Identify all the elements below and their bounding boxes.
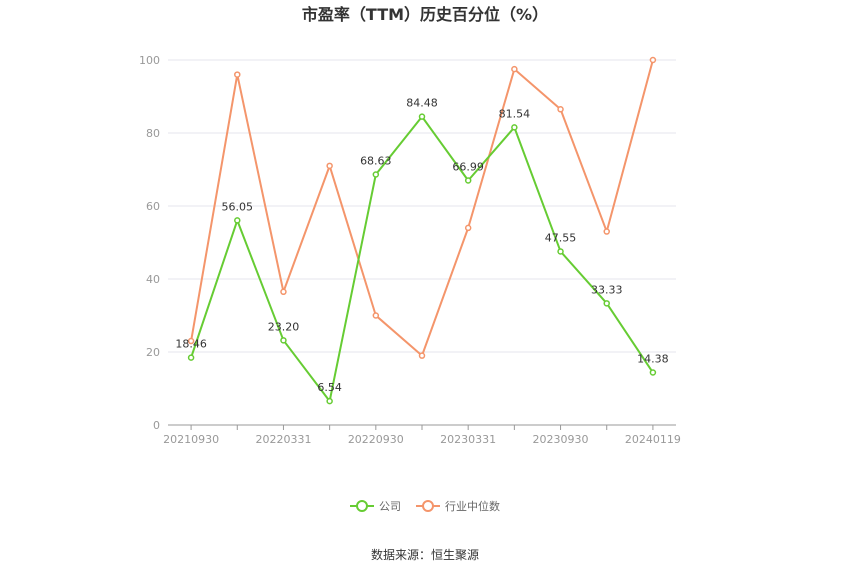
- chart-title: 市盈率（TTM）历史百分位（%）: [302, 5, 548, 24]
- y-tick-label: 60: [146, 200, 160, 213]
- series-layer: [187, 56, 657, 405]
- legend-label: 公司: [379, 500, 401, 513]
- x-tick-label: 20220331: [255, 433, 311, 446]
- data-label: 68.63: [360, 155, 392, 168]
- y-axis: 0 20 40 60 80 100: [139, 54, 160, 432]
- data-point-company: [603, 300, 610, 307]
- x-axis: 20210930 20220331 20220930 20230331 20230930…: [163, 424, 681, 446]
- data-point-industry-median: [464, 224, 472, 232]
- data-point-company: [234, 217, 241, 224]
- data-point-company: [511, 124, 518, 131]
- data-point-company: [280, 337, 287, 344]
- data-point-industry-median: [280, 288, 287, 296]
- data-point-industry-median: [234, 71, 241, 78]
- data-point-company: [464, 177, 472, 184]
- data-label: 18.46: [175, 338, 207, 351]
- data-point-company: [326, 397, 333, 405]
- legend-label: 行业中位数: [445, 499, 500, 513]
- legend-swatch-marker: [422, 500, 434, 512]
- data-labels: 18.46 56.05 23.20 6.54 68.63 84.48 66.99 81.54 4…: [175, 97, 668, 394]
- x-tick-label: 20240119: [625, 433, 681, 446]
- source-note: 数据来源：恒生聚源: [371, 547, 479, 562]
- data-label: 56.05: [222, 200, 254, 213]
- x-tick-label: 20230930: [533, 433, 589, 446]
- legend-item-company: 公司: [350, 500, 401, 513]
- data-point-industry-median: [649, 56, 657, 64]
- data-point-industry-median: [603, 228, 610, 235]
- legend-item-industry-median: 行业中位数: [416, 499, 500, 513]
- data-label: 47.55: [545, 231, 577, 244]
- data-label: 84.48: [406, 97, 438, 110]
- y-tick-label: 40: [146, 273, 160, 286]
- data-label: 66.99: [452, 160, 484, 173]
- data-point-industry-median: [511, 65, 518, 73]
- y-tick-label: 80: [146, 127, 160, 140]
- grid-lines: [168, 59, 676, 353]
- data-point-industry-median: [418, 352, 426, 359]
- y-tick-label: 0: [153, 419, 160, 432]
- data-point-industry-median: [187, 337, 195, 345]
- data-point-industry-median: [557, 106, 564, 113]
- data-point-company: [649, 369, 657, 376]
- data-point-industry-median: [372, 312, 380, 319]
- legend: 公司 行业中位数: [350, 499, 500, 513]
- y-tick-label: 20: [146, 346, 160, 359]
- data-label: 23.20: [268, 320, 300, 333]
- data-label: 33.33: [591, 283, 623, 296]
- data-point-company: [187, 354, 195, 361]
- data-point-company: [372, 171, 380, 178]
- data-label: 81.54: [499, 107, 531, 120]
- x-tick-label: 20220930: [348, 433, 404, 446]
- x-tick-label: 20210930: [163, 433, 219, 446]
- data-point-industry-median: [326, 162, 333, 170]
- data-label: 14.38: [637, 353, 669, 366]
- x-tick-label: 20230331: [440, 433, 496, 446]
- data-point-company: [557, 248, 564, 255]
- data-point-company: [418, 113, 426, 120]
- data-label: 6.54: [317, 381, 342, 394]
- legend-swatch-marker: [356, 500, 368, 512]
- y-tick-label: 100: [139, 54, 160, 67]
